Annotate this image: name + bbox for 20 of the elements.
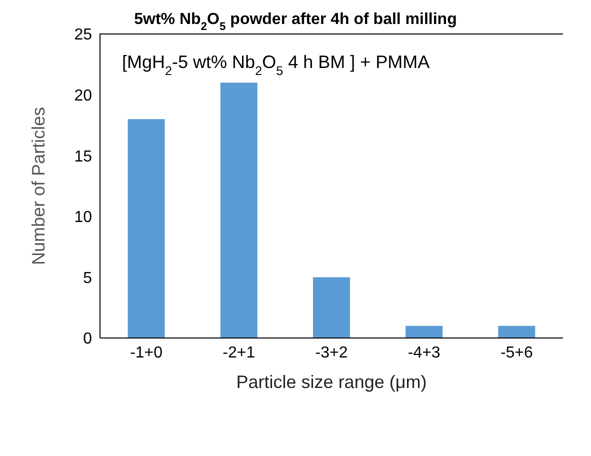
bar <box>498 326 536 338</box>
x-tick-label: -3+2 <box>315 344 348 362</box>
y-tick-label: 25 <box>74 26 92 44</box>
y-tick-label: 10 <box>74 209 92 226</box>
x-tick-label: -2+1 <box>222 344 256 362</box>
x-tick-label: -4+3 <box>408 344 440 362</box>
x-tick-label: -1+0 <box>130 344 163 362</box>
y-axis-title: Number of Particles <box>28 106 48 266</box>
y-tick-label: 5 <box>83 270 92 287</box>
annotation: [MgH$_{2}$-5 wt% Nb$_{2}$O$_{5}$ 4 h BM ] + PMMA <box>122 52 430 78</box>
chart-title: 5wt% Nb$_{2}$O$_{5}$ powder after 4h of ball milling <box>134 11 457 33</box>
x-tick-label: -5+6 <box>500 344 534 362</box>
bar <box>220 82 258 338</box>
y-tick-label: 20 <box>74 87 92 104</box>
y-tick-label: 0 <box>83 330 92 348</box>
bar <box>312 277 350 338</box>
x-axis-title: Particle size range (μm) <box>236 372 427 392</box>
y-tick-label: 15 <box>74 148 92 166</box>
bar <box>128 119 165 338</box>
bar <box>406 326 443 338</box>
